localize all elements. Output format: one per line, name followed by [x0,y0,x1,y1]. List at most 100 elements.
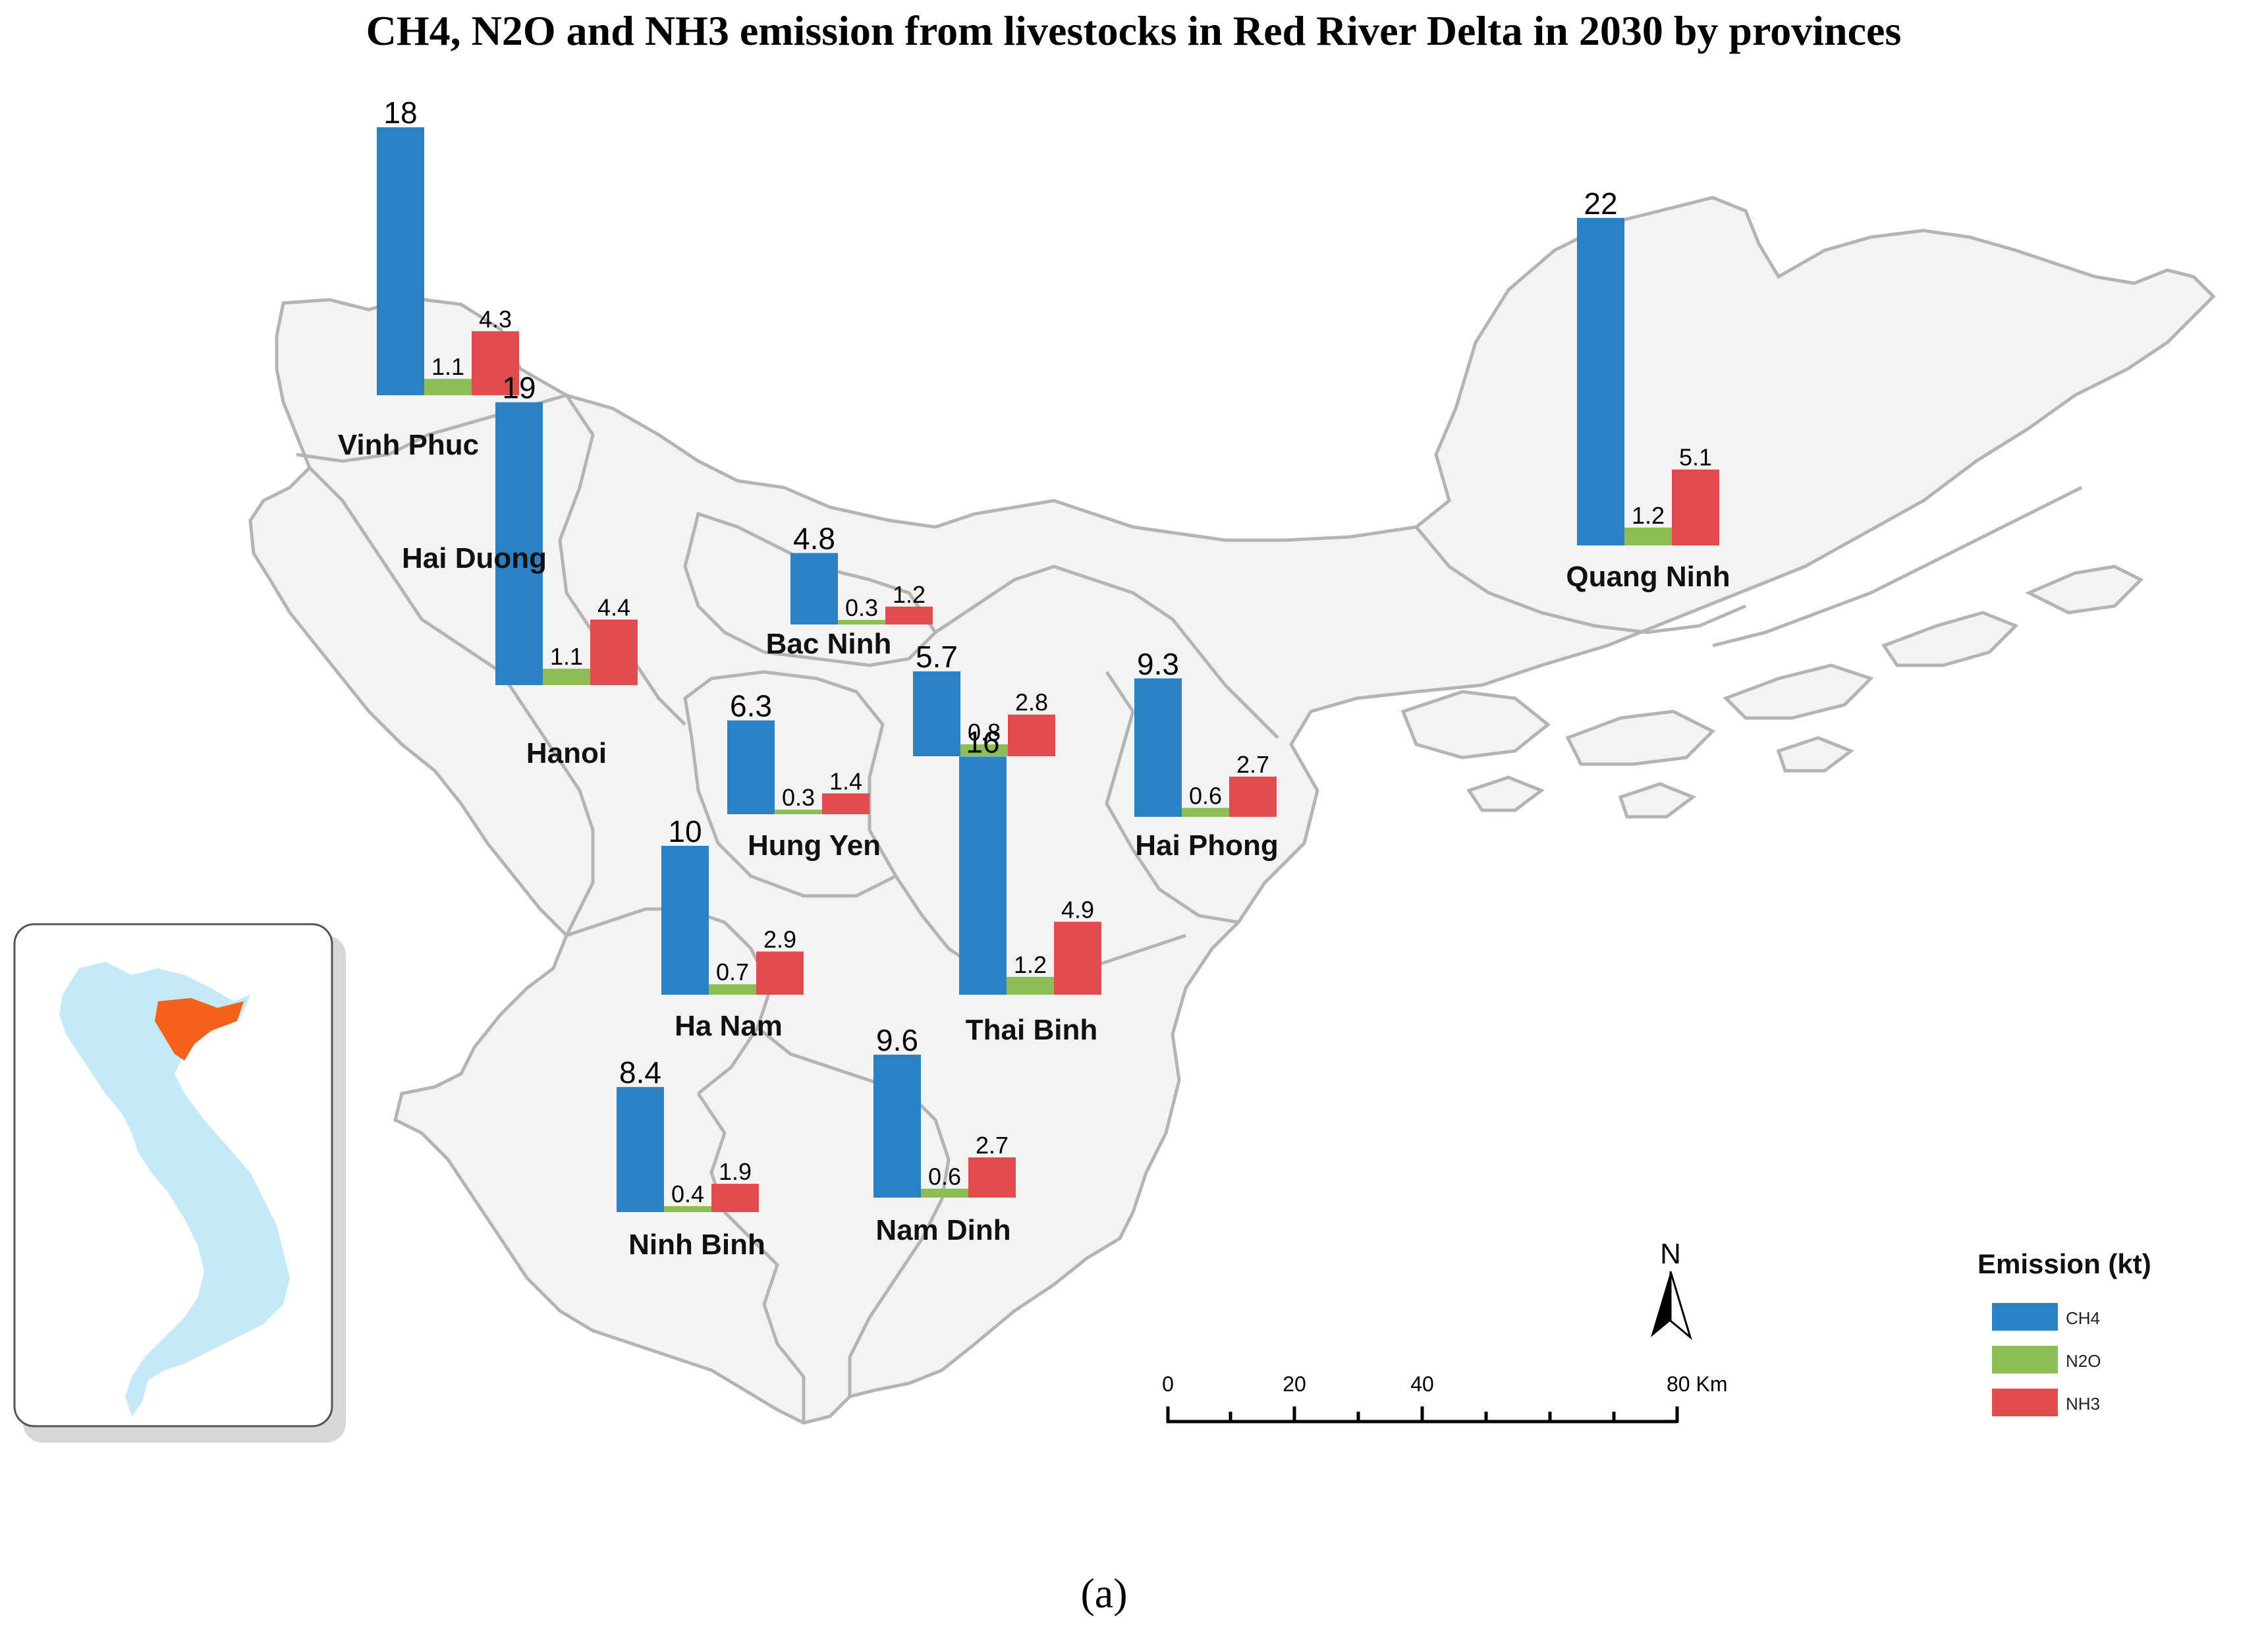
island [1618,782,1697,819]
north-arrow-right-icon [1669,1271,1692,1341]
legend: Emission (kt) CH4 N2O NH3 [1978,1248,2151,1416]
data-label-ninh-binh-ch4: 8.4 [619,1055,661,1090]
data-label-bac-ninh-n2o: 0.3 [845,594,878,621]
data-label-hai-duong-ch4: 5.7 [916,640,958,674]
province-label-ninh-binh: Ninh Binh [628,1229,765,1261]
data-label-ninh-binh-n2o: 0.4 [671,1180,704,1207]
province-boundary-hai-phong [1105,671,1239,924]
province-bars-quang-ninh: 22 1.2 5.1 Quang Ninh [1566,186,1730,593]
bar-hung-yen-n2o [775,810,822,814]
data-label-hung-yen-nh3: 1.4 [829,767,862,794]
island [1776,736,1855,773]
data-label-hai-phong-ch4: 9.3 [1137,647,1179,681]
bar-nam-dinh-n2o [921,1188,968,1198]
data-label-nam-dinh-ch4: 9.6 [876,1023,918,1057]
data-label-nam-dinh-n2o: 0.6 [928,1163,961,1190]
bar-quang-ninh-ch4 [1577,217,1624,545]
bar-bac-ninh-ch4 [790,553,838,624]
bar-nam-dinh-nh3 [968,1157,1016,1198]
bar-hai-phong-n2o [1182,808,1229,817]
data-label-ha-nam-n2o: 0.7 [716,958,749,985]
data-label-vinh-phuc-ch4: 18 [383,96,417,130]
bar-bac-ninh-n2o [838,620,885,624]
province-label-nam-dinh: Nam Dinh [875,1214,1010,1246]
province-bars-hung-yen: 6.3 0.3 1.4 Hung Yen [727,689,881,862]
data-label-quang-ninh-nh3: 5.1 [1679,444,1712,471]
scale-tick-label: 0 [1162,1372,1174,1396]
data-label-hanoi-nh3: 4.4 [597,594,630,621]
data-label-thai-binh-nh3: 4.9 [1061,896,1094,923]
north-arrow-left-icon [1651,1271,1671,1337]
scale-tick-label: 20 [1283,1372,1306,1396]
province-label-bac-ninh: Bac Ninh [766,628,892,660]
bar-ninh-binh-n2o [664,1205,711,1212]
inset-map [13,923,346,1443]
data-label-bac-ninh-nh3: 1.2 [893,581,926,608]
island [1723,663,1874,720]
province-boundary-hai-duong [934,565,1279,739]
bar-hanoi-nh3 [590,619,638,685]
bar-thai-binh-n2o [1007,976,1054,995]
province-bars-thai-binh: 16 1.2 4.9 Thai Binh [959,725,1101,1046]
scale-tick-label: 80 Km [1667,1372,1727,1396]
province-bars-hanoi: 19 1.1 4.4 Hanoi [495,371,638,769]
legend-swatch-ch4 [1992,1303,2058,1331]
data-label-hanoi-n2o: 1.1 [550,643,583,670]
data-label-quang-ninh-n2o: 1.2 [1632,502,1665,529]
province-bars-vinh-phuc: 18 1.1 4.3 Vinh Phuc [338,96,519,461]
red-river-delta-highlight [155,998,244,1061]
province-bars-nam-dinh: 9.6 0.6 2.7 Nam Dinh [873,1023,1016,1246]
scale-tick-label: 40 [1410,1372,1434,1396]
province-boundary-nam-dinh [756,1026,951,1397]
data-label-quang-ninh-ch4: 22 [1584,186,1617,221]
bar-vinh-phuc-nh3 [472,331,519,395]
region-label-hai-duong: Hai Duong [402,542,547,574]
data-label-ha-nam-ch4: 10 [668,814,702,848]
province-label-quang-ninh: Quang Ninh [1566,561,1730,593]
data-label-hai-phong-n2o: 0.6 [1189,782,1222,809]
bar-vinh-phuc-ch4 [377,127,424,395]
province-label-hanoi: Hanoi [526,737,607,769]
bar-hung-yen-ch4 [727,720,775,814]
data-label-hai-phong-nh3: 2.7 [1236,751,1269,778]
legend-swatch-n2o [1992,1346,2058,1373]
figure-caption: (a) [1080,1570,1127,1617]
province-boundary-ha-nam [566,907,773,1095]
vietnam-shape [59,962,290,1416]
province-boundary-hung-yen [683,670,899,898]
bar-ha-nam-ch4 [661,846,709,995]
bar-hanoi-ch4 [495,402,543,685]
bar-bac-ninh-nh3 [885,606,933,624]
province-boundary-hanoi-east [558,394,686,726]
bar-hai-duong-n2o [960,744,1008,756]
data-label-ha-nam-nh3: 2.9 [763,926,796,953]
data-label-vinh-phuc-n2o: 1.1 [431,353,464,380]
province-label-ha-nam: Ha Nam [675,1010,783,1042]
data-label-bac-ninh-ch4: 4.8 [793,522,835,556]
data-label-hai-duong-n2o: 0.8 [968,719,1001,746]
bar-hung-yen-nh3 [822,793,870,814]
bar-hai-duong-ch4 [913,671,960,756]
province-label-thai-binh: Thai Binh [966,1014,1097,1046]
data-label-thai-binh-n2o: 1.2 [1014,951,1047,978]
map-title: CH4, N2O and NH3 emission from livestock… [366,7,1902,54]
bar-hai-phong-nh3 [1229,776,1277,817]
coast-islands-line [1712,485,2083,648]
bar-thai-binh-ch4 [959,756,1007,995]
bar-ninh-binh-ch4 [617,1087,664,1212]
province-bars-ninh-binh: 8.4 0.4 1.9 Ninh Binh [617,1055,765,1261]
bar-ninh-binh-nh3 [711,1184,759,1212]
bar-nam-dinh-ch4 [873,1055,921,1198]
coastal-islands [1400,565,2144,819]
legend-label-n2o: N2O [2066,1351,2101,1371]
data-label-hung-yen-ch4: 6.3 [730,689,772,723]
legend-swatch-nh3 [1992,1389,2058,1416]
province-boundary-ninh-binh [696,1092,806,1423]
north-arrow: N [1651,1238,1692,1341]
bar-hai-phong-ch4 [1134,678,1182,817]
province-bars-ha-nam: 10 0.7 2.9 Ha Nam [661,814,804,1042]
island [1466,775,1545,812]
